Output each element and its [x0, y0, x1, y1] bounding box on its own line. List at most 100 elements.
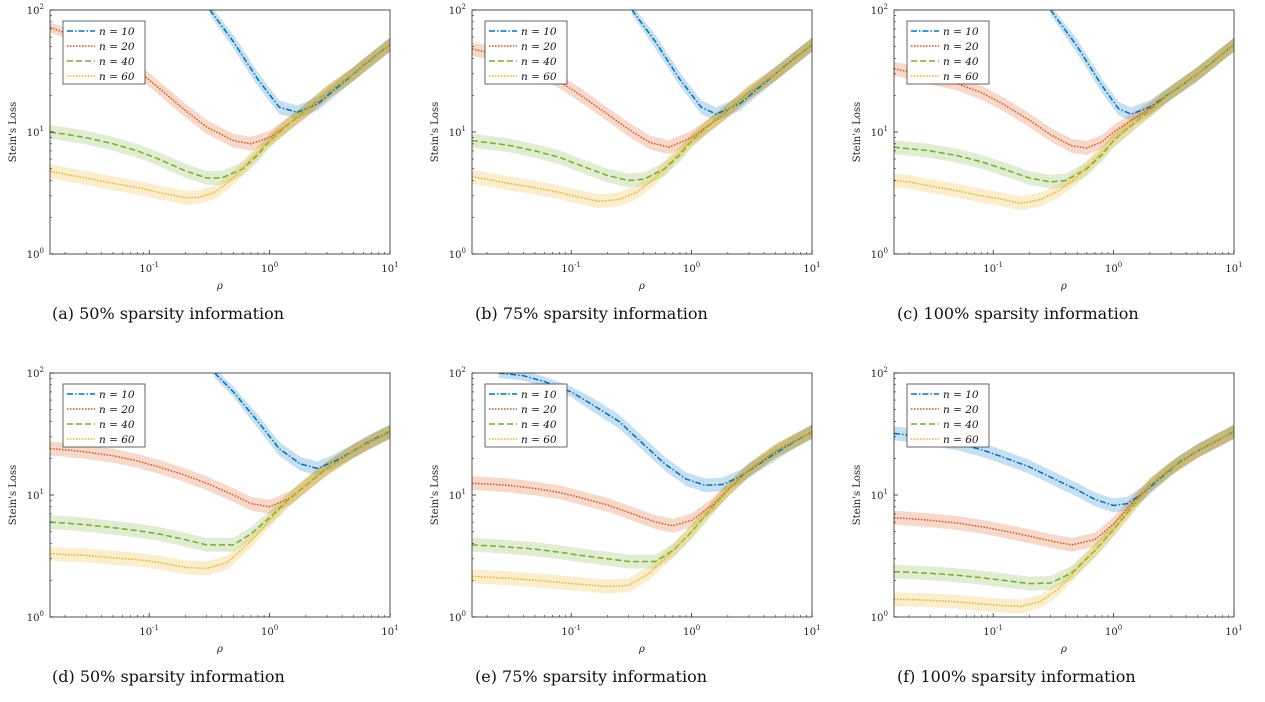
- legend-label: n = 40: [943, 419, 979, 431]
- legend-label: n = 10: [943, 26, 979, 38]
- plot-content: [472, 10, 812, 209]
- y-tick-label: 102: [871, 366, 888, 380]
- legend-label: n = 60: [521, 71, 557, 83]
- y-tick-label: 102: [449, 3, 466, 17]
- legend-box: [906, 20, 990, 85]
- confidence-band-60: [50, 424, 390, 576]
- confidence-band-40: [50, 37, 390, 185]
- x-axis-label: ρ: [216, 644, 223, 655]
- legend-label: n = 40: [943, 56, 979, 68]
- x-axis-label: ρ: [216, 281, 223, 292]
- y-tick-label: 100: [871, 610, 888, 624]
- x-tick-label: 10-1: [139, 261, 159, 275]
- series-line-n40: [50, 431, 390, 546]
- legend-label: n = 20: [943, 41, 979, 53]
- confidence-band-10: [1050, 10, 1234, 122]
- y-tick-label: 101: [449, 125, 466, 139]
- x-tick-label: 100: [261, 624, 278, 638]
- x-tick-label: 10-1: [561, 624, 581, 638]
- legend: n = 10 n = 20 n = 40 n = 60: [906, 383, 990, 448]
- x-tick-label: 101: [381, 261, 398, 275]
- series-line-n20: [894, 44, 1234, 149]
- x-axis-label: ρ: [1060, 281, 1067, 292]
- legend-label: n = 10: [521, 26, 557, 38]
- x-tick-label: 101: [803, 261, 820, 275]
- series-line-n60: [472, 431, 812, 588]
- legend-box: [62, 383, 146, 448]
- confidence-band-20: [894, 424, 1234, 552]
- subfigure-caption: (d) 50% sparsity information: [52, 667, 285, 686]
- y-tick-label: 100: [449, 610, 466, 624]
- confidence-band-40: [894, 424, 1234, 591]
- series-line-n60: [50, 44, 390, 199]
- subfigure-caption: (c) 100% sparsity information: [897, 304, 1139, 323]
- legend-box: [484, 383, 568, 448]
- y-tick-label: 101: [871, 125, 888, 139]
- x-axis-label: ρ: [638, 644, 645, 655]
- series-line-n60: [894, 431, 1234, 608]
- y-tick-label: 102: [871, 3, 888, 17]
- legend-label: n = 60: [943, 71, 979, 83]
- legend-label: n = 20: [943, 404, 979, 416]
- legend: n = 10 n = 20 n = 40 n = 60: [906, 20, 990, 85]
- y-tick-label: 100: [27, 247, 44, 261]
- y-axis-label: Stein's Loss: [852, 465, 863, 525]
- legend-box: [906, 383, 990, 448]
- x-tick-label: 10-1: [561, 261, 581, 275]
- y-axis-label: Stein's Loss: [852, 102, 863, 162]
- series-line-n60: [894, 44, 1234, 205]
- x-tick-label: 10-1: [983, 624, 1003, 638]
- y-tick-label: 100: [871, 247, 888, 261]
- x-tick-label: 100: [1105, 261, 1122, 275]
- subfigure-caption: (a) 50% sparsity information: [52, 304, 285, 323]
- legend-box: [62, 20, 146, 85]
- x-tick-label: 100: [683, 261, 700, 275]
- legend-label: n = 60: [99, 434, 135, 446]
- subfigure-caption: (f) 100% sparsity information: [897, 667, 1136, 686]
- legend-label: n = 20: [99, 404, 135, 416]
- confidence-band-60: [472, 424, 812, 594]
- legend-label: n = 10: [521, 389, 557, 401]
- legend-label: n = 40: [99, 56, 135, 68]
- subfigure-caption: (e) 75% sparsity information: [475, 667, 708, 686]
- x-axis-label: ρ: [638, 281, 645, 292]
- series-line-n40: [894, 44, 1234, 183]
- x-tick-label: 101: [1225, 624, 1242, 638]
- y-axis-label: Stein's Loss: [430, 102, 441, 162]
- legend-label: n = 40: [99, 419, 135, 431]
- y-axis-label: Stein's Loss: [8, 465, 19, 525]
- y-axis-label: Stein's Loss: [430, 465, 441, 525]
- legend-label: n = 60: [521, 434, 557, 446]
- x-tick-label: 101: [1225, 261, 1242, 275]
- legend: n = 10 n = 20 n = 40 n = 60: [62, 383, 146, 448]
- y-tick-label: 100: [27, 610, 44, 624]
- x-tick-label: 101: [803, 624, 820, 638]
- confidence-band-10: [214, 373, 390, 476]
- confidence-band-60: [894, 424, 1234, 614]
- confidence-band-20: [472, 424, 812, 533]
- legend-label: n = 10: [99, 26, 135, 38]
- confidence-band-20: [50, 424, 390, 514]
- series-line-n60: [50, 431, 390, 570]
- plot-content: [50, 373, 390, 576]
- y-tick-label: 102: [27, 366, 44, 380]
- subfigure-caption: (b) 75% sparsity information: [475, 304, 708, 323]
- y-tick-label: 101: [27, 125, 44, 139]
- legend-label: n = 40: [521, 56, 557, 68]
- x-tick-label: 10-1: [983, 261, 1003, 275]
- legend-label: n = 60: [943, 434, 979, 446]
- x-axis-label: ρ: [1060, 644, 1067, 655]
- legend-label: n = 20: [521, 404, 557, 416]
- y-tick-label: 102: [27, 3, 44, 17]
- legend-label: n = 10: [943, 389, 979, 401]
- legend-box: [484, 20, 568, 85]
- plot-content: [894, 10, 1234, 211]
- legend: n = 10 n = 20 n = 40 n = 60: [484, 20, 568, 85]
- y-tick-label: 101: [449, 488, 466, 502]
